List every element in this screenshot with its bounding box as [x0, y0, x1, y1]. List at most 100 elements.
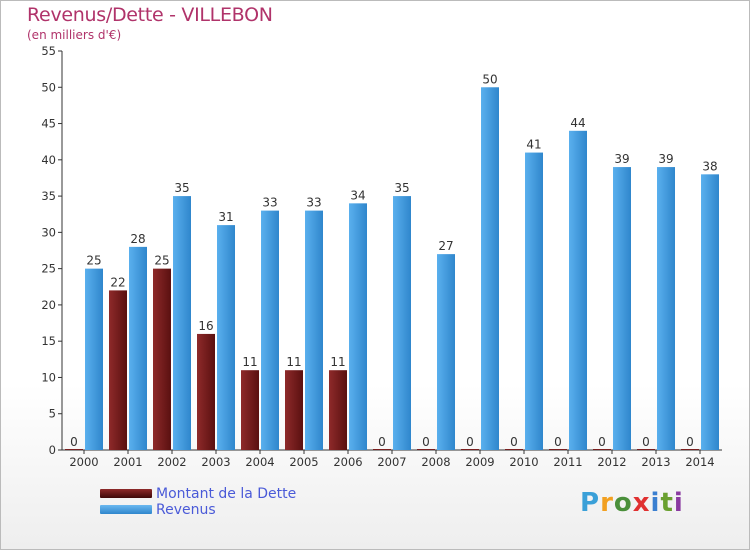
x-tick-label: 2003 — [201, 455, 230, 469]
data-label-dette: 0 — [642, 435, 650, 449]
y-tick-label: 45 — [41, 117, 56, 131]
data-label-revenus: 31 — [218, 210, 233, 224]
data-label-revenus: 33 — [306, 196, 321, 210]
logo-letter: t — [660, 488, 674, 518]
logo-letter: P — [580, 488, 601, 518]
legend-label-dette: Montant de la Dette — [156, 486, 297, 502]
y-tick-label: 10 — [41, 370, 56, 384]
bar-dette — [65, 449, 83, 450]
bar-revenus — [217, 225, 235, 450]
logo-letter: o — [613, 488, 633, 518]
data-label-dette: 11 — [286, 355, 301, 369]
bar-revenus — [481, 87, 499, 450]
data-label-revenus: 27 — [438, 239, 453, 253]
data-label-dette: 25 — [154, 254, 169, 268]
data-label-revenus: 39 — [658, 152, 673, 166]
proxiti-logo[interactable]: Proxiti — [580, 488, 684, 518]
logo-letter: x — [632, 488, 651, 518]
data-label-dette: 0 — [70, 435, 78, 449]
bar-dette — [329, 370, 347, 450]
x-tick-label: 2000 — [69, 455, 98, 469]
data-label-dette: 0 — [686, 435, 694, 449]
y-tick-label: 20 — [41, 298, 56, 312]
bar-dette — [505, 449, 523, 450]
data-label-dette: 16 — [198, 319, 213, 333]
data-label-revenus: 35 — [394, 181, 409, 195]
x-tick-label: 2014 — [685, 455, 714, 469]
x-tick-label: 2008 — [421, 455, 450, 469]
x-tick-label: 2001 — [113, 455, 142, 469]
y-tick-label: 25 — [41, 262, 56, 276]
bar-dette — [681, 449, 699, 450]
data-label-dette: 0 — [554, 435, 562, 449]
x-tick-label: 2002 — [157, 455, 186, 469]
bar-dette — [373, 449, 391, 450]
bar-dette — [153, 268, 171, 450]
data-label-revenus: 25 — [86, 254, 101, 268]
data-label-revenus: 39 — [614, 152, 629, 166]
x-tick-label: 2007 — [377, 455, 406, 469]
bar-revenus — [349, 203, 367, 450]
legend-swatch-dette — [100, 489, 152, 498]
data-label-dette: 0 — [598, 435, 606, 449]
x-tick-label: 2013 — [641, 455, 670, 469]
chart-subtitle: (en milliers d'€) — [27, 28, 122, 42]
y-tick-label: 0 — [49, 443, 56, 457]
logo-letter: i — [673, 488, 684, 518]
y-tick-label: 40 — [41, 153, 56, 167]
bar-revenus — [657, 167, 675, 450]
bar-dette — [197, 333, 215, 450]
data-label-revenus: 34 — [350, 188, 365, 202]
bar-revenus — [129, 246, 147, 450]
bar-revenus — [393, 196, 411, 450]
bar-revenus — [525, 152, 543, 450]
x-tick-label: 2004 — [245, 455, 274, 469]
data-label-revenus: 38 — [702, 159, 717, 173]
data-label-dette: 0 — [422, 435, 430, 449]
y-tick-label: 35 — [41, 189, 56, 203]
data-label-revenus: 44 — [570, 116, 585, 130]
bar-revenus — [173, 196, 191, 450]
bar-revenus — [261, 210, 279, 450]
x-tick-label: 2010 — [509, 455, 538, 469]
y-tick-label: 5 — [49, 407, 56, 421]
bar-revenus — [613, 167, 631, 450]
bar-revenus — [569, 130, 587, 451]
legend-label-revenus: Revenus — [156, 502, 216, 518]
logo-letter: i — [650, 488, 661, 518]
bar-revenus — [305, 210, 323, 450]
bar-dette — [461, 449, 479, 450]
bar-dette — [417, 449, 435, 450]
bar-dette — [109, 290, 127, 450]
data-label-dette: 11 — [330, 355, 345, 369]
legend-swatch-revenus — [100, 505, 152, 514]
bar-revenus — [85, 268, 103, 450]
bar-dette — [285, 370, 303, 450]
y-tick-label: 30 — [41, 225, 56, 239]
data-label-revenus: 50 — [482, 72, 497, 86]
bar-dette — [637, 449, 655, 450]
bar-dette — [241, 370, 259, 450]
data-label-revenus: 33 — [262, 196, 277, 210]
logo-letter: r — [600, 488, 614, 518]
bar-revenus — [701, 174, 719, 450]
bar-revenus — [437, 254, 455, 450]
data-label-revenus: 35 — [174, 181, 189, 195]
data-label-revenus: 28 — [130, 232, 145, 246]
chart-title: Revenus/Dette - VILLEBON — [27, 4, 273, 26]
y-tick-label: 50 — [41, 80, 56, 94]
y-tick-label: 55 — [41, 44, 56, 58]
data-label-dette: 0 — [466, 435, 474, 449]
x-tick-label: 2012 — [597, 455, 626, 469]
x-tick-label: 2005 — [289, 455, 318, 469]
x-tick-label: 2009 — [465, 455, 494, 469]
x-tick-label: 2006 — [333, 455, 362, 469]
data-label-dette: 11 — [242, 355, 257, 369]
bar-dette — [549, 449, 567, 450]
data-label-revenus: 41 — [526, 138, 541, 152]
data-label-dette: 0 — [510, 435, 518, 449]
y-tick-label: 15 — [41, 334, 56, 348]
x-tick-label: 2011 — [553, 455, 582, 469]
bar-dette — [593, 449, 611, 450]
